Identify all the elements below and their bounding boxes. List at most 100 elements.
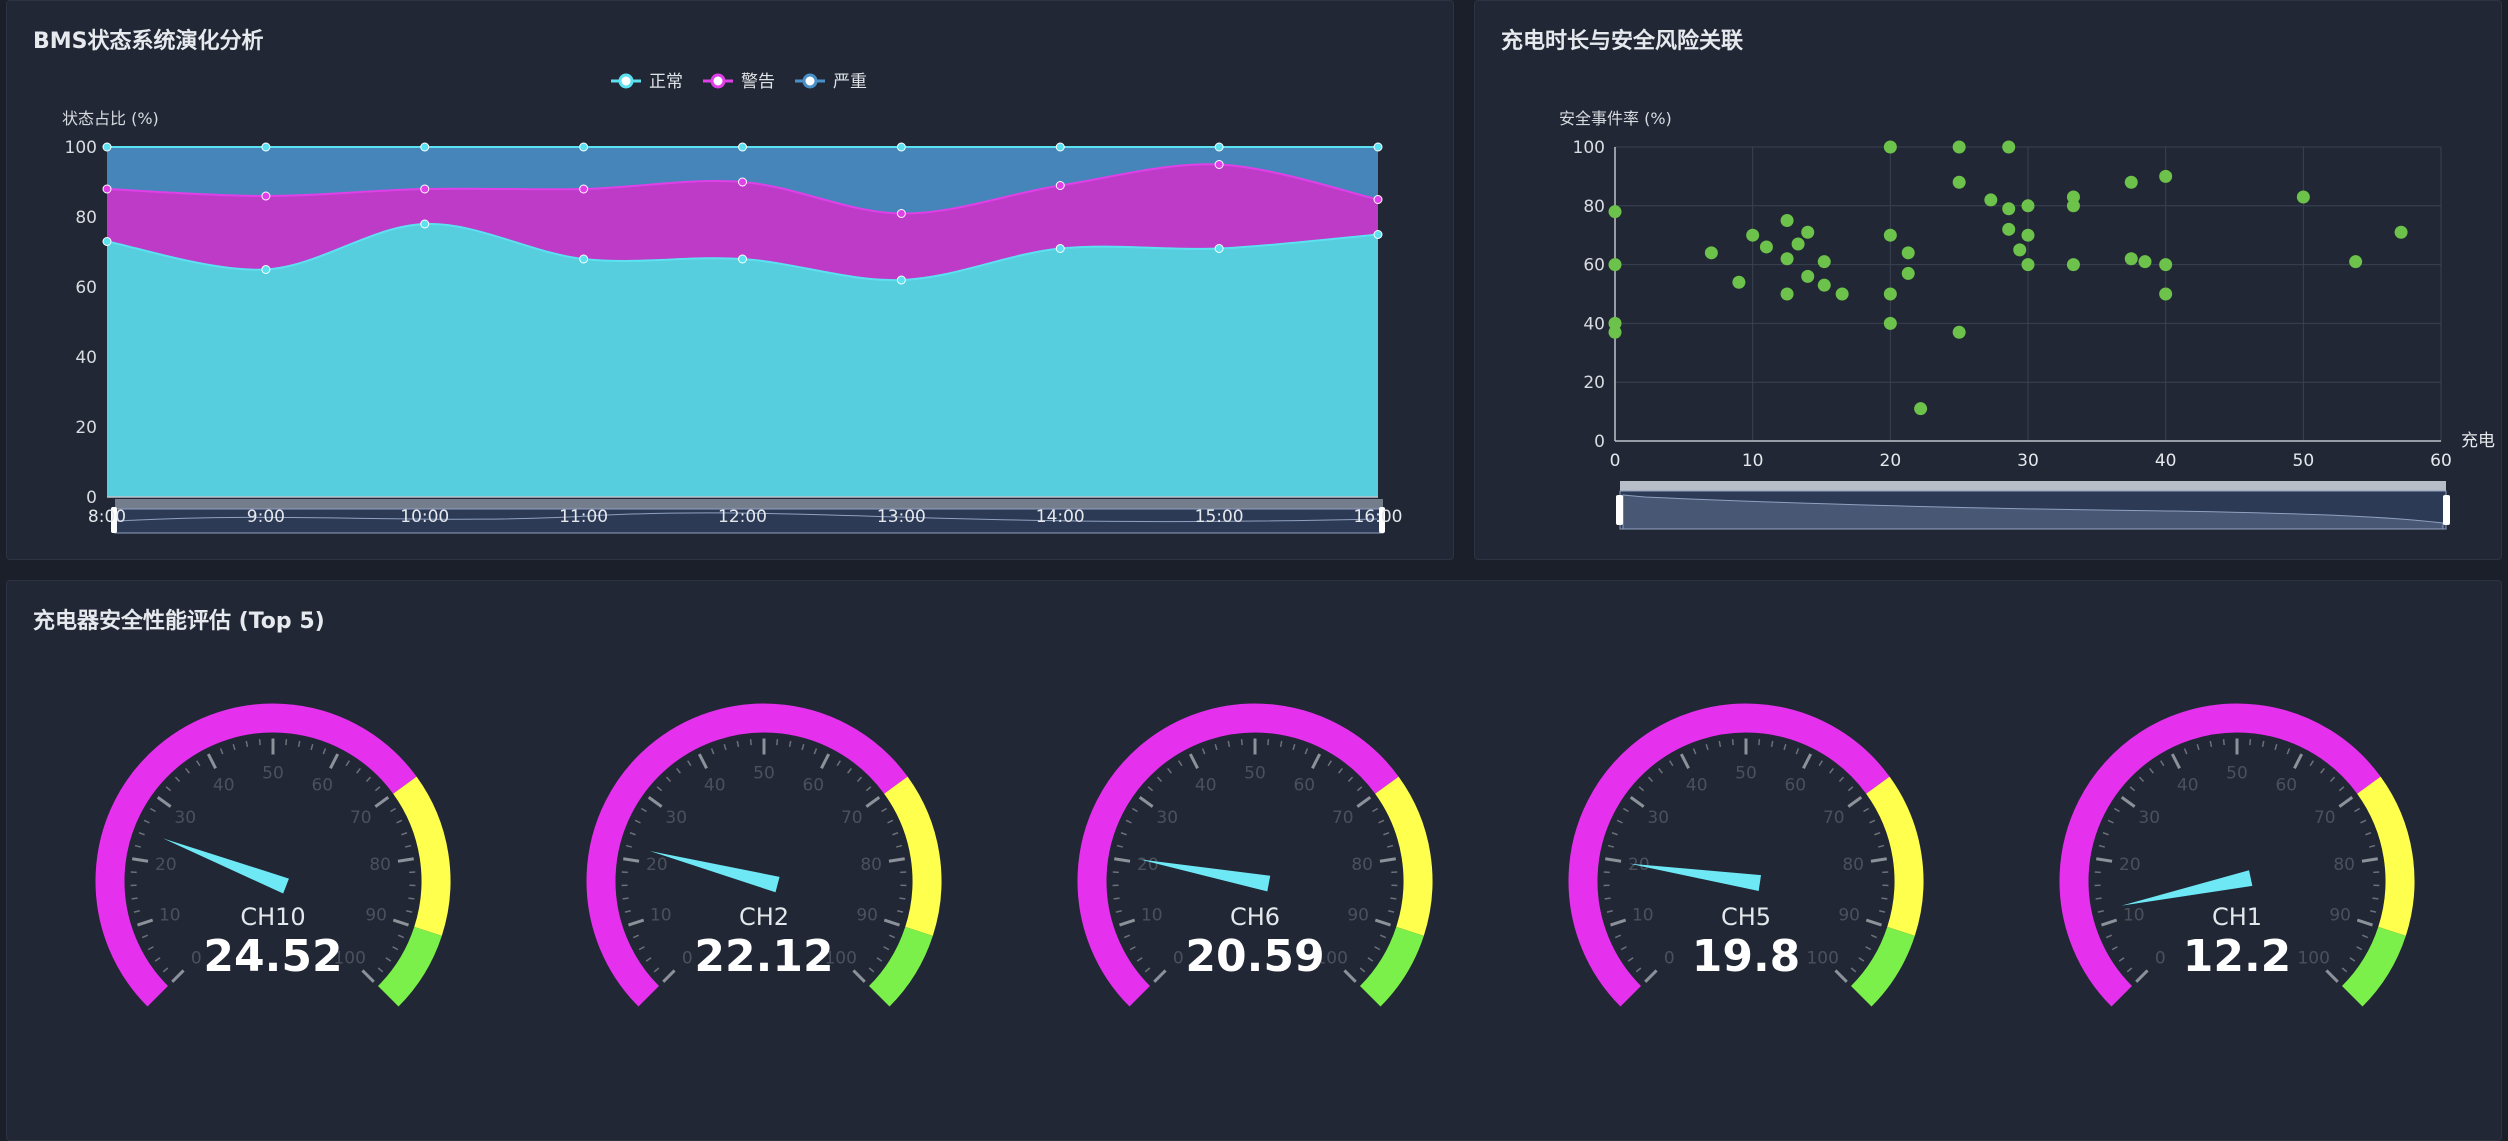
scatter-point[interactable]: [2002, 202, 2016, 216]
scatter-point[interactable]: [2349, 255, 2363, 269]
scatter-point[interactable]: [1608, 205, 1622, 219]
scatter-point[interactable]: [2002, 140, 2016, 154]
legend-item[interactable]: 严重: [795, 72, 867, 92]
data-point[interactable]: [1055, 244, 1065, 253]
data-point[interactable]: [261, 265, 271, 274]
scatter-point[interactable]: [2002, 222, 2016, 236]
scatter-point[interactable]: [2124, 175, 2138, 189]
gauge-major-tick: [2338, 796, 2354, 808]
data-point[interactable]: [579, 142, 589, 152]
scatter-point[interactable]: [2159, 169, 2173, 183]
scatter-point[interactable]: [1952, 140, 1966, 154]
gauge-major-tick: [1343, 969, 1357, 983]
scatter-point[interactable]: [2021, 228, 2035, 242]
data-point[interactable]: [1373, 230, 1383, 239]
data-zoom-slider[interactable]: [1616, 481, 2450, 530]
gauge-tick-label: 10: [2123, 906, 2145, 926]
scatter-point[interactable]: [1914, 402, 1928, 416]
scatter-point[interactable]: [1984, 193, 1998, 207]
data-point[interactable]: [102, 237, 112, 246]
gauge-minor-tick: [2095, 897, 2102, 900]
data-point[interactable]: [579, 254, 589, 264]
data-point[interactable]: [579, 184, 589, 194]
data-point[interactable]: [1373, 195, 1383, 204]
scatter-point[interactable]: [1901, 266, 1915, 280]
scatter-point[interactable]: [1704, 246, 1718, 260]
gauge-minor-tick: [888, 934, 896, 939]
scatter-point[interactable]: [2021, 199, 2035, 213]
scatter-point[interactable]: [1817, 278, 1831, 292]
data-point[interactable]: [1214, 142, 1224, 152]
scatter-point[interactable]: [1817, 255, 1831, 269]
legend-label: 正常: [649, 72, 683, 92]
y-tick-label: 20: [1583, 373, 1605, 393]
scatter-point[interactable]: [1883, 228, 1897, 242]
gauge-minor-tick: [174, 776, 181, 783]
scatter-point[interactable]: [1952, 175, 1966, 189]
scatter-point[interactable]: [2124, 252, 2138, 266]
data-point[interactable]: [896, 209, 906, 218]
scatter-point[interactable]: [2159, 287, 2173, 301]
scatter-point[interactable]: [1791, 237, 1805, 251]
data-point[interactable]: [1214, 244, 1224, 253]
gauge-minor-tick: [2370, 910, 2377, 913]
scatter-point[interactable]: [1835, 287, 1849, 301]
scatter-point[interactable]: [1801, 269, 1815, 283]
scatter-point[interactable]: [2066, 258, 2080, 272]
scatter-point[interactable]: [2138, 255, 2152, 269]
scatter-point[interactable]: [2159, 258, 2173, 272]
scatter-point[interactable]: [1608, 325, 1622, 339]
data-point[interactable]: [261, 191, 271, 201]
data-point[interactable]: [1373, 142, 1383, 152]
data-point[interactable]: [420, 142, 430, 152]
gauge-band: [1077, 703, 1399, 1007]
gauge-minor-tick: [1647, 776, 1654, 783]
scatter-point[interactable]: [1883, 287, 1897, 301]
data-point[interactable]: [738, 142, 747, 152]
legend-item[interactable]: 正常: [611, 72, 683, 92]
scatter-point[interactable]: [1901, 246, 1915, 260]
data-zoom-slider[interactable]: [111, 499, 1385, 534]
gauge-band: [586, 703, 908, 1007]
slider-handle-left[interactable]: [111, 507, 117, 533]
slider-handle-left[interactable]: [1616, 495, 1623, 525]
slider-handle-right[interactable]: [1379, 507, 1385, 533]
gauge-minor-tick: [1863, 807, 1870, 813]
scatter-point[interactable]: [1780, 287, 1794, 301]
scatter-point[interactable]: [1780, 214, 1794, 227]
scatter-point[interactable]: [2296, 190, 2310, 204]
scatter-point[interactable]: [1952, 325, 1966, 339]
scatter-point[interactable]: [1608, 258, 1622, 272]
gauge-name: CH2: [739, 903, 789, 931]
scatter-point[interactable]: [2066, 199, 2080, 213]
scatter-point[interactable]: [1883, 140, 1897, 154]
slider-handle-right[interactable]: [2443, 495, 2450, 525]
data-point[interactable]: [1214, 160, 1224, 169]
data-point[interactable]: [896, 275, 906, 285]
scatter-point[interactable]: [1732, 275, 1746, 289]
scatter-point[interactable]: [1801, 225, 1815, 239]
scatter-point[interactable]: [2394, 225, 2408, 239]
scatter-point[interactable]: [1780, 252, 1794, 266]
gauge-minor-tick: [1870, 934, 1878, 939]
data-point[interactable]: [1055, 181, 1065, 190]
data-point[interactable]: [896, 142, 906, 152]
data-point[interactable]: [420, 184, 430, 194]
scatter-point[interactable]: [1759, 240, 1773, 254]
scatter-point[interactable]: [1883, 316, 1897, 330]
scatter-point[interactable]: [1746, 228, 1760, 242]
gauge-minor-tick: [219, 748, 224, 755]
gauge-band: [883, 776, 942, 936]
scatter-point[interactable]: [2021, 258, 2035, 272]
data-point[interactable]: [102, 142, 112, 152]
legend-item[interactable]: 警告: [703, 72, 775, 92]
data-point[interactable]: [738, 177, 747, 187]
gauge-minor-tick: [776, 739, 779, 746]
data-point[interactable]: [261, 142, 271, 152]
gauge-tick-label: 50: [1244, 764, 1266, 784]
data-point[interactable]: [738, 254, 747, 264]
data-point[interactable]: [1055, 142, 1065, 152]
scatter-point[interactable]: [2013, 243, 2027, 257]
data-point[interactable]: [420, 219, 430, 229]
data-point[interactable]: [102, 184, 112, 194]
